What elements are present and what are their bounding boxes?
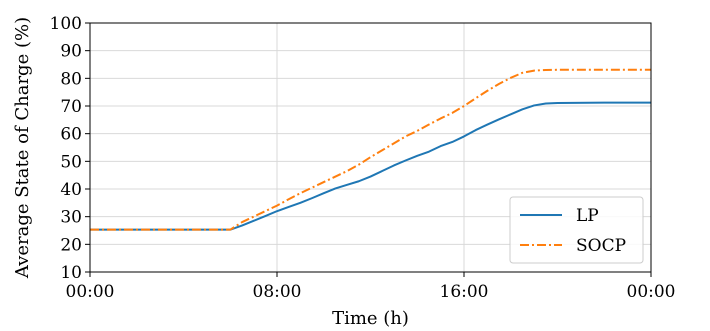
y-tick-label: 70 <box>60 97 82 117</box>
axis-ticks: 10 20 30 40 50 60 70 80 90 100 00:00 08:00 16:00 00:0… <box>50 14 676 302</box>
y-tick-label: 10 <box>60 263 82 283</box>
y-tick-label: 20 <box>60 235 82 255</box>
plot-frame <box>89 22 652 273</box>
x-axis-label: Time (h) <box>332 308 409 329</box>
x-tick-label: 00:00 <box>627 282 676 302</box>
x-tick-label: 08:00 <box>253 282 302 302</box>
y-tick-label: 30 <box>60 208 82 228</box>
y-tick-label: 90 <box>60 42 82 62</box>
y-tick-label: 40 <box>60 180 82 200</box>
y-tick-label: 60 <box>60 125 82 145</box>
y-tick-label: 80 <box>60 69 82 89</box>
legend-label-lp: LP <box>576 206 599 226</box>
series-line-socp <box>90 68 651 231</box>
legend-label-socp: SOCP <box>576 236 626 256</box>
x-tick-label: 00:00 <box>66 282 115 302</box>
series-line-lp <box>90 101 651 231</box>
y-tick-label: 100 <box>50 14 82 34</box>
x-tick-label: 16:00 <box>440 282 489 302</box>
y-axis-label: Average State of Charge (%) <box>12 17 33 279</box>
legend: LP SOCP <box>509 196 644 264</box>
y-tick-label: 50 <box>60 152 82 172</box>
legend-box <box>509 196 644 264</box>
series-lines <box>90 68 651 231</box>
